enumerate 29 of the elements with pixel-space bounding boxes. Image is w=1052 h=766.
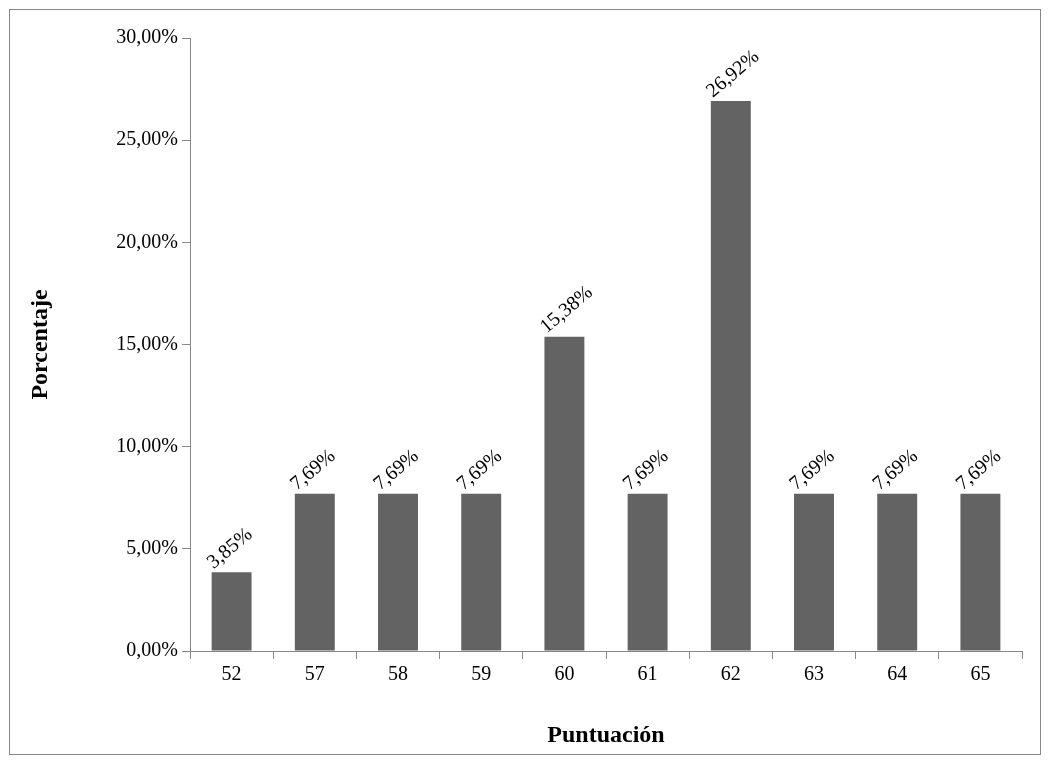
y-tick-label: 25,00% [116, 127, 178, 150]
bar [877, 493, 918, 651]
y-tick-label: 15,00% [116, 331, 178, 354]
x-tick-label: 63 [804, 662, 824, 685]
y-tick-label: 30,00% [116, 25, 178, 48]
x-axis-title: Puntuación [547, 720, 665, 747]
bar [294, 493, 335, 651]
y-tick-label: 20,00% [116, 229, 178, 252]
y-axis-title: Porcentaje [25, 289, 52, 400]
x-tick-label: 62 [720, 662, 741, 685]
x-tick-label: 57 [304, 662, 325, 685]
bar [960, 493, 1001, 651]
bar [378, 493, 418, 651]
y-tick-label: 0,00% [126, 638, 178, 661]
x-tick-label: 59 [471, 662, 492, 685]
bar [461, 493, 502, 651]
bar [211, 572, 252, 651]
y-tick-label: 5,00% [126, 536, 178, 559]
x-tick-label: 64 [887, 662, 908, 685]
bar [627, 493, 668, 651]
x-tick-label: 61 [637, 662, 658, 685]
y-tick-label: 10,00% [116, 433, 178, 456]
bar [544, 336, 585, 651]
x-tick-label: 52 [221, 662, 242, 685]
x-tick-label: 58 [388, 662, 408, 685]
x-tick-label: 60 [554, 662, 575, 685]
x-tick-label: 65 [970, 662, 991, 685]
bar [710, 100, 751, 651]
bar [794, 493, 834, 651]
